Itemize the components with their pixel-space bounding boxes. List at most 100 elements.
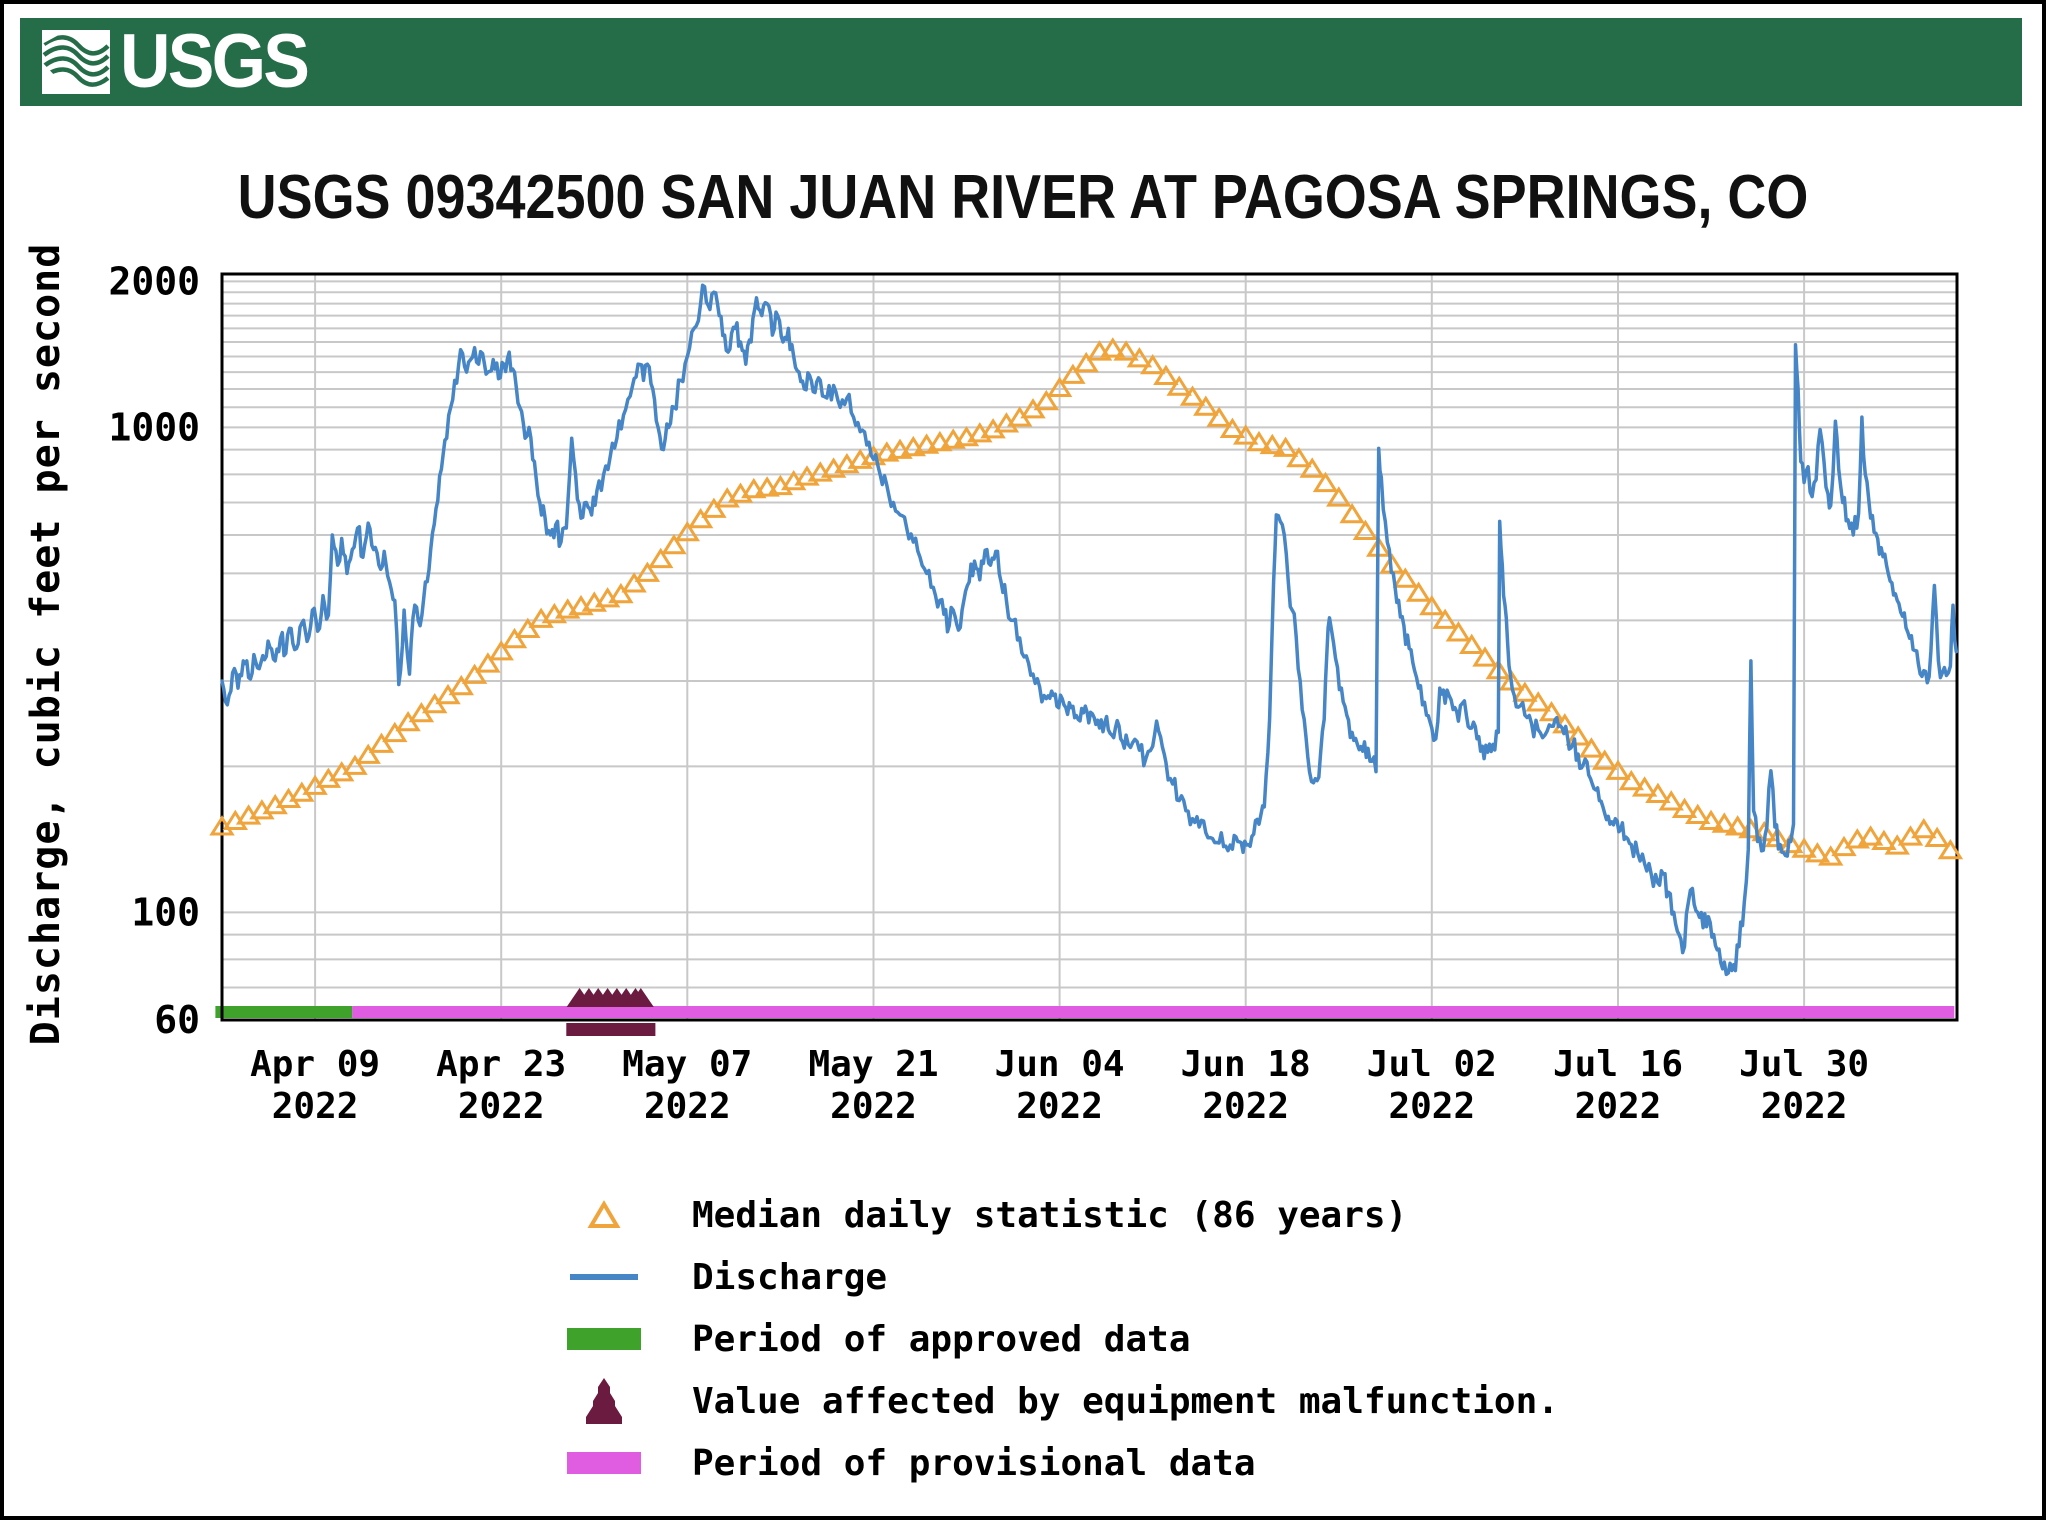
median-marker	[1791, 837, 1817, 858]
y-tick-label: 60	[154, 998, 200, 1042]
median-marker	[1804, 842, 1831, 863]
legend-label-median: Median daily statistic (86 years)	[692, 1194, 1408, 1236]
legend-item-median: Median daily statistic (86 years)	[556, 1184, 1559, 1246]
malfunction-band	[566, 1023, 656, 1036]
x-tick-label-year: 2022	[458, 1086, 545, 1127]
median-marker	[1605, 759, 1631, 780]
median-marker	[382, 721, 408, 743]
median-marker	[1525, 691, 1551, 712]
x-tick-label-date: Apr 09	[250, 1044, 380, 1085]
median-marker	[475, 652, 501, 673]
median-marker	[634, 561, 661, 582]
median-marker	[701, 497, 727, 518]
usgs-logo-text: USGS	[120, 19, 310, 104]
legend-item-malfunction: Value affected by equipment malfunction.	[556, 1370, 1559, 1432]
median-marker	[1100, 337, 1126, 358]
legend-item-provisional: Period of provisional data	[556, 1432, 1559, 1494]
median-marker	[1033, 389, 1060, 411]
usgs-wave-icon	[42, 30, 110, 94]
legend-label-provisional: Period of provisional data	[692, 1442, 1256, 1484]
median-marker	[1857, 825, 1884, 846]
provisional-period-icon	[556, 1452, 652, 1474]
legend-label-malfunction: Value affected by equipment malfunction.	[692, 1380, 1559, 1422]
median-marker	[1232, 424, 1259, 445]
median-marker	[754, 476, 780, 497]
median-marker	[1352, 519, 1379, 540]
x-tick-label-year: 2022	[1761, 1086, 1848, 1127]
y-tick-label: 100	[131, 890, 200, 934]
discharge-line	[220, 283, 1959, 977]
median-marker	[1246, 430, 1272, 452]
x-tick-label-date: Jul 02	[1367, 1044, 1497, 1085]
median-marker	[1259, 433, 1286, 455]
median-marker	[1166, 375, 1192, 396]
median-marker	[1219, 417, 1246, 438]
median-marker	[1618, 769, 1645, 791]
median-marker	[342, 754, 368, 775]
malfunction-marker	[627, 988, 654, 1007]
median-marker	[1778, 832, 1804, 854]
median-marker	[1326, 486, 1352, 507]
median-marker	[940, 428, 966, 449]
median-marker	[741, 477, 767, 499]
x-tick-label-year: 2022	[1202, 1086, 1289, 1127]
y-tick-label: 2000	[108, 259, 200, 303]
median-marker	[1299, 457, 1325, 478]
period-bar-provisional	[352, 1006, 1955, 1018]
median-marker	[1578, 737, 1605, 758]
median-marker	[1312, 471, 1339, 493]
median-marker	[1458, 633, 1485, 654]
median-marker	[1432, 608, 1458, 629]
median-marker	[1565, 725, 1591, 746]
x-tick-label-date: Jun 18	[1181, 1044, 1311, 1085]
y-tick-label: 1000	[108, 405, 200, 449]
median-marker	[1658, 790, 1684, 811]
median-marker	[1711, 812, 1738, 833]
median-marker	[1339, 502, 1365, 524]
median-marker	[1206, 406, 1232, 427]
x-tick-label-year: 2022	[644, 1086, 731, 1127]
median-marker	[1631, 776, 1658, 797]
median-marker	[1286, 446, 1312, 468]
median-marker	[1060, 363, 1086, 384]
usgs-logo: USGS	[42, 24, 323, 100]
malfunction-triangle-icon	[556, 1378, 652, 1424]
chart-legend: Median daily statistic (86 years) Discha…	[556, 1184, 1559, 1494]
median-marker	[368, 732, 395, 753]
median-marker	[1911, 817, 1937, 839]
median-marker	[1139, 353, 1166, 375]
median-marker	[1179, 385, 1206, 406]
median-marker	[1591, 749, 1618, 770]
median-marker	[1645, 782, 1671, 803]
median-marker	[1419, 594, 1445, 616]
x-tick-label-date: Jul 30	[1739, 1044, 1869, 1085]
median-marker	[661, 533, 687, 555]
median-marker	[1871, 829, 1897, 850]
median-marker	[621, 572, 647, 593]
median-marker	[1405, 581, 1432, 602]
median-marker	[1937, 838, 1964, 860]
median-marker	[1445, 621, 1472, 642]
x-tick-label-date: Jun 04	[995, 1044, 1125, 1085]
x-tick-label-date: Apr 23	[436, 1044, 566, 1085]
median-marker	[1193, 395, 1219, 416]
median-marker	[1126, 347, 1153, 368]
median-marker	[1538, 700, 1565, 722]
x-tick-label-date: May 07	[622, 1044, 752, 1085]
median-marker	[1153, 364, 1179, 385]
median-marker	[1272, 436, 1299, 457]
x-tick-label-year: 2022	[830, 1086, 917, 1127]
x-tick-label-year: 2022	[1575, 1086, 1662, 1127]
approved-period-icon	[556, 1328, 652, 1350]
legend-label-discharge: Discharge	[692, 1256, 888, 1298]
median-marker	[1046, 376, 1073, 397]
legend-label-approved: Period of approved data	[692, 1318, 1191, 1360]
median-triangle-icon	[556, 1199, 652, 1231]
legend-item-discharge: Discharge	[556, 1246, 1559, 1308]
median-marker	[687, 507, 714, 529]
x-tick-label-date: May 21	[808, 1044, 938, 1085]
median-marker	[1684, 803, 1711, 824]
median-marker	[515, 617, 541, 638]
median-marker	[355, 743, 381, 764]
